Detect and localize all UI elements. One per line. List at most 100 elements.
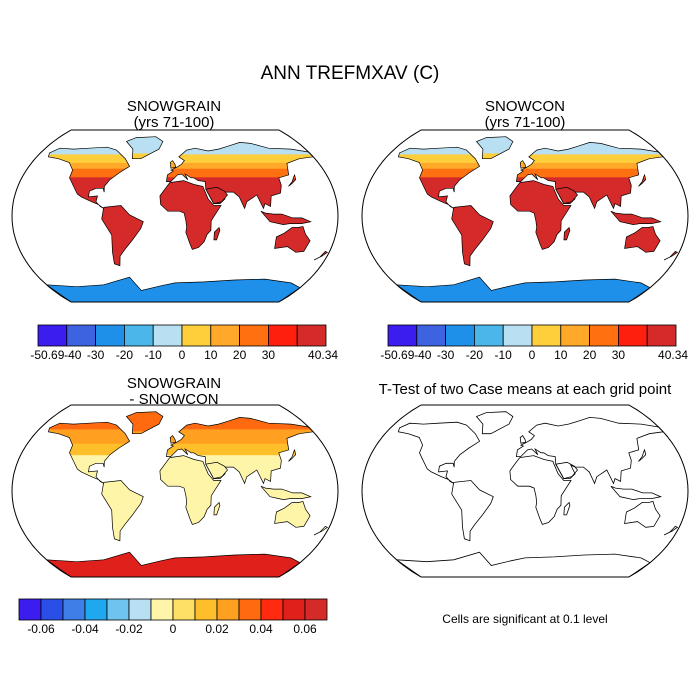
- land-band: [476, 146, 513, 151]
- land-band: [274, 512, 311, 517]
- land-australia: [274, 501, 311, 528]
- land-band: [213, 233, 220, 238]
- colorbar-tick-label: 0: [170, 622, 177, 636]
- land-band: [126, 418, 163, 423]
- land-band: [166, 156, 314, 161]
- land-band: [555, 194, 578, 199]
- land-band: [166, 448, 314, 453]
- land-band: [260, 487, 311, 492]
- panel-title-line2: - SNOWCON: [129, 390, 219, 408]
- land-band: [398, 164, 480, 169]
- land-band: [476, 138, 513, 142]
- land-band: [509, 214, 571, 219]
- colorbar-swatch: [150, 598, 174, 621]
- land-band: [398, 161, 480, 166]
- land-band: [509, 220, 571, 225]
- colorbar-swatch: [239, 324, 269, 347]
- land-band: [288, 177, 296, 182]
- land-band: [166, 451, 314, 456]
- land-band: [170, 161, 176, 166]
- land-band: [159, 194, 221, 199]
- land-band: [516, 173, 664, 178]
- colorbar-swatch: [260, 598, 284, 621]
- colorbar-tick-label: 0: [179, 348, 186, 362]
- map-outline: [361, 404, 689, 578]
- land-band: [509, 223, 571, 228]
- land-band: [451, 213, 494, 218]
- land-band: [159, 498, 221, 503]
- land-band: [624, 240, 661, 245]
- land-band: [48, 451, 130, 456]
- coastline-indonesia: [610, 485, 663, 501]
- land-band: [101, 522, 144, 527]
- land-band: [509, 188, 571, 193]
- land-band: [159, 231, 221, 236]
- colorbar-tick-label: -0.06: [27, 622, 55, 636]
- land-band: [101, 497, 144, 502]
- land-band: [509, 226, 571, 230]
- land-band: [664, 256, 678, 260]
- land-band: [624, 228, 661, 233]
- coastline-britain: [169, 160, 177, 169]
- colorbar-tick-label: -50.69: [380, 348, 414, 362]
- land-band: [166, 187, 314, 192]
- land-band: [48, 196, 130, 201]
- land-band: [101, 253, 144, 258]
- land-band: [166, 428, 314, 433]
- land-band: [166, 439, 314, 444]
- colorbar-swatch: [387, 324, 418, 347]
- land-band: [314, 528, 328, 533]
- land-band: [166, 457, 314, 461]
- land-band: [451, 259, 494, 264]
- land-band: [314, 253, 328, 258]
- land-band: [159, 512, 221, 517]
- land-band: [46, 553, 300, 558]
- land-band: [159, 486, 221, 491]
- land-band: [126, 152, 163, 157]
- coastline-indonesia: [260, 210, 312, 225]
- land-africa: [159, 180, 221, 250]
- land-band: [126, 421, 163, 426]
- colorbar-difference: -0.06 -0.04 -0.02 0 0.02 0.04 0.06: [18, 598, 328, 636]
- land-band: [166, 144, 314, 149]
- land-band: [101, 242, 144, 247]
- land-band: [126, 138, 163, 142]
- colorbar-swatch: [646, 324, 677, 347]
- land-band: [398, 159, 480, 163]
- land-band: [101, 485, 144, 490]
- panel-title-line1: SNOWGRAIN: [126, 98, 222, 115]
- land-band: [205, 469, 228, 474]
- coastline-australia: [624, 501, 661, 528]
- land-band: [126, 424, 163, 429]
- land-band: [274, 509, 311, 514]
- land-band: [509, 237, 571, 242]
- land-band: [166, 190, 314, 195]
- land-band: [46, 281, 300, 286]
- colorbar-tick-label: 0.04: [249, 622, 273, 636]
- land-band: [166, 468, 314, 473]
- land-band: [509, 211, 571, 216]
- colorbar-swatch: [172, 598, 196, 621]
- land-band: [274, 521, 311, 525]
- colorbar-tick-label: 0: [529, 348, 536, 362]
- land-band: [166, 182, 314, 186]
- colorbar-swatch: [181, 324, 212, 347]
- land-band: [516, 193, 664, 198]
- land-band: [48, 448, 130, 453]
- colorbar-swatch: [84, 598, 108, 621]
- colorbar-swatch: [238, 598, 262, 621]
- land-band: [101, 500, 144, 504]
- land-band: [159, 240, 221, 245]
- panel-title-ttest: T-Test of two Case means at each grid po…: [325, 382, 700, 398]
- colorbar-tick-label: 0.06: [293, 622, 317, 636]
- land-band: [170, 164, 176, 169]
- panel-title-snowgrain: SNOWGRAIN (yrs 71-100): [24, 99, 324, 131]
- land-band: [46, 552, 300, 555]
- land-band: [516, 150, 664, 155]
- land-band: [520, 161, 526, 166]
- colorbar-swatch: [40, 598, 64, 621]
- colorbar-swatch: [128, 598, 152, 621]
- land-band: [101, 537, 144, 541]
- land-band: [638, 177, 646, 182]
- land-band: [159, 503, 221, 508]
